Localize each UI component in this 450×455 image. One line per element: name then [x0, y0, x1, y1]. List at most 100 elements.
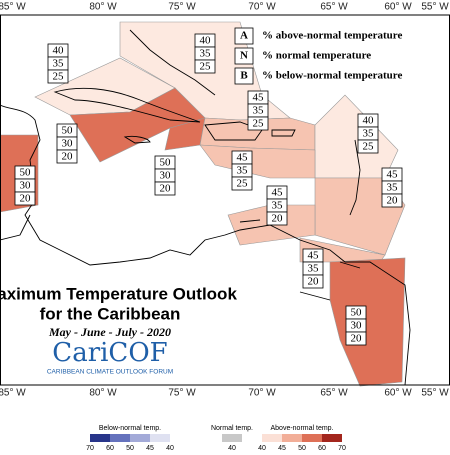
prob-normal: 35: [253, 105, 265, 117]
colorbar-cell: [282, 434, 302, 442]
colorbar-tick: 45: [278, 445, 286, 450]
prob-cell: [357, 139, 379, 154]
prob-above: 50: [160, 157, 172, 169]
prob-cell: [302, 274, 324, 289]
colorbar-tick: 70: [86, 445, 94, 450]
lon-label-top: 80° W: [89, 2, 117, 13]
prob-cell: [14, 191, 36, 206]
prob-below: 25: [53, 71, 65, 83]
prob-normal: 35: [237, 165, 249, 177]
prob-normal: 35: [363, 128, 375, 140]
legend-key-box: [234, 27, 254, 45]
prob-normal: 30: [62, 138, 74, 150]
lon-label-bottom: 65° W: [320, 388, 348, 399]
prob-cell: [266, 211, 288, 226]
prob-cell: [231, 176, 253, 191]
lon-label-top: 75° W: [168, 2, 196, 13]
prob-normal: 30: [20, 180, 32, 192]
legend-text: % above-normal temperature: [262, 30, 402, 42]
colorbar-cell: [222, 434, 242, 442]
lon-label-top: 55° W: [421, 2, 449, 13]
legend-key: N: [240, 50, 248, 62]
legend-text: % normal temperature: [262, 50, 371, 62]
prob-below: 20: [351, 333, 363, 345]
colorbar-tick: 45: [146, 445, 154, 450]
prob-cell: [381, 193, 403, 208]
prob-below: 25: [253, 118, 265, 130]
lon-label-top: 60° W: [384, 2, 412, 13]
logo-name: CariCOF: [52, 338, 167, 368]
legend-text: % below-normal temperature: [262, 70, 402, 82]
prob-cell: [56, 149, 78, 164]
colorbar-tick: 50: [298, 445, 306, 450]
prob-below: 20: [308, 276, 320, 288]
prob-normal: 35: [272, 200, 284, 212]
prob-normal: 35: [200, 48, 212, 60]
colorbar-tick: 60: [318, 445, 326, 450]
prob-above: 45: [308, 250, 320, 262]
prob-above: 40: [200, 35, 212, 47]
prob-normal: 35: [53, 58, 65, 70]
colorbar-cell: [130, 434, 150, 442]
legend-key: B: [240, 70, 248, 82]
period: May - June - July - 2020: [48, 325, 171, 339]
prob-below: 20: [272, 213, 284, 225]
colorbar-cell: [110, 434, 130, 442]
lon-label-bottom: 70° W: [248, 388, 276, 399]
prob-above: 50: [351, 307, 363, 319]
logo-subtitle: CARIBBEAN CLIMATE OUTLOOK FORUM: [47, 369, 173, 376]
colorbar-cell: [302, 434, 322, 442]
title-line-2: for the Caribbean: [40, 304, 181, 323]
prob-above: 40: [363, 115, 375, 127]
lon-label-top: 70° W: [248, 2, 276, 13]
colorbar-tick: 40: [166, 445, 174, 450]
prob-cell: [194, 59, 216, 74]
prob-below: 20: [62, 151, 74, 163]
prob-normal: 35: [308, 263, 320, 275]
prob-cell: [247, 116, 269, 131]
lon-label-bottom: 75° W: [168, 388, 196, 399]
colorbar-cell: [262, 434, 282, 442]
colorbar-group-label: Above-normal temp.: [270, 425, 333, 432]
prob-above: 45: [237, 152, 249, 164]
lon-label-top: 85° W: [0, 2, 26, 13]
prob-below: 25: [237, 178, 249, 190]
prob-above: 50: [62, 125, 74, 137]
colorbar-tick: 50: [126, 445, 134, 450]
prob-cell: [47, 69, 69, 84]
prob-below: 20: [160, 183, 172, 195]
prob-normal: 35: [387, 182, 399, 194]
colorbar-group-label: Normal temp.: [211, 425, 253, 432]
lon-label-bottom: 55° W: [421, 388, 449, 399]
lon-label-bottom: 80° W: [89, 388, 117, 399]
legend-key: A: [240, 30, 248, 42]
lon-label-bottom: 60° W: [384, 388, 412, 399]
colorbar-tick: 60: [106, 445, 114, 450]
colorbar-cell: [322, 434, 342, 442]
colorbar-cell: [150, 434, 170, 442]
lon-label-bottom: 85° W: [0, 388, 26, 399]
prob-below: 25: [200, 61, 212, 73]
prob-normal: 30: [160, 170, 172, 182]
legend-key-box: [234, 67, 254, 85]
prob-normal: 30: [351, 320, 363, 332]
prob-cell: [154, 181, 176, 196]
prob-below: 25: [363, 141, 375, 153]
prob-cell: [345, 331, 367, 346]
prob-above: 45: [272, 187, 284, 199]
colorbar-tick: 70: [338, 445, 346, 450]
colorbar-group-label: Below-normal temp.: [99, 425, 161, 432]
prob-below: 20: [20, 193, 32, 205]
colorbar-tick: 40: [228, 445, 236, 450]
colorbar-cell: [90, 434, 110, 442]
title-line-1: Maximum Temperature Outlook: [0, 284, 237, 303]
legend-key-box: [234, 47, 254, 65]
coastlines: [0, 29, 411, 386]
prob-below: 20: [387, 195, 399, 207]
lon-label-top: 65° W: [320, 2, 348, 13]
prob-above: 40: [53, 45, 65, 57]
prob-above: 50: [20, 167, 32, 179]
prob-above: 45: [253, 92, 265, 104]
prob-above: 45: [387, 169, 399, 181]
